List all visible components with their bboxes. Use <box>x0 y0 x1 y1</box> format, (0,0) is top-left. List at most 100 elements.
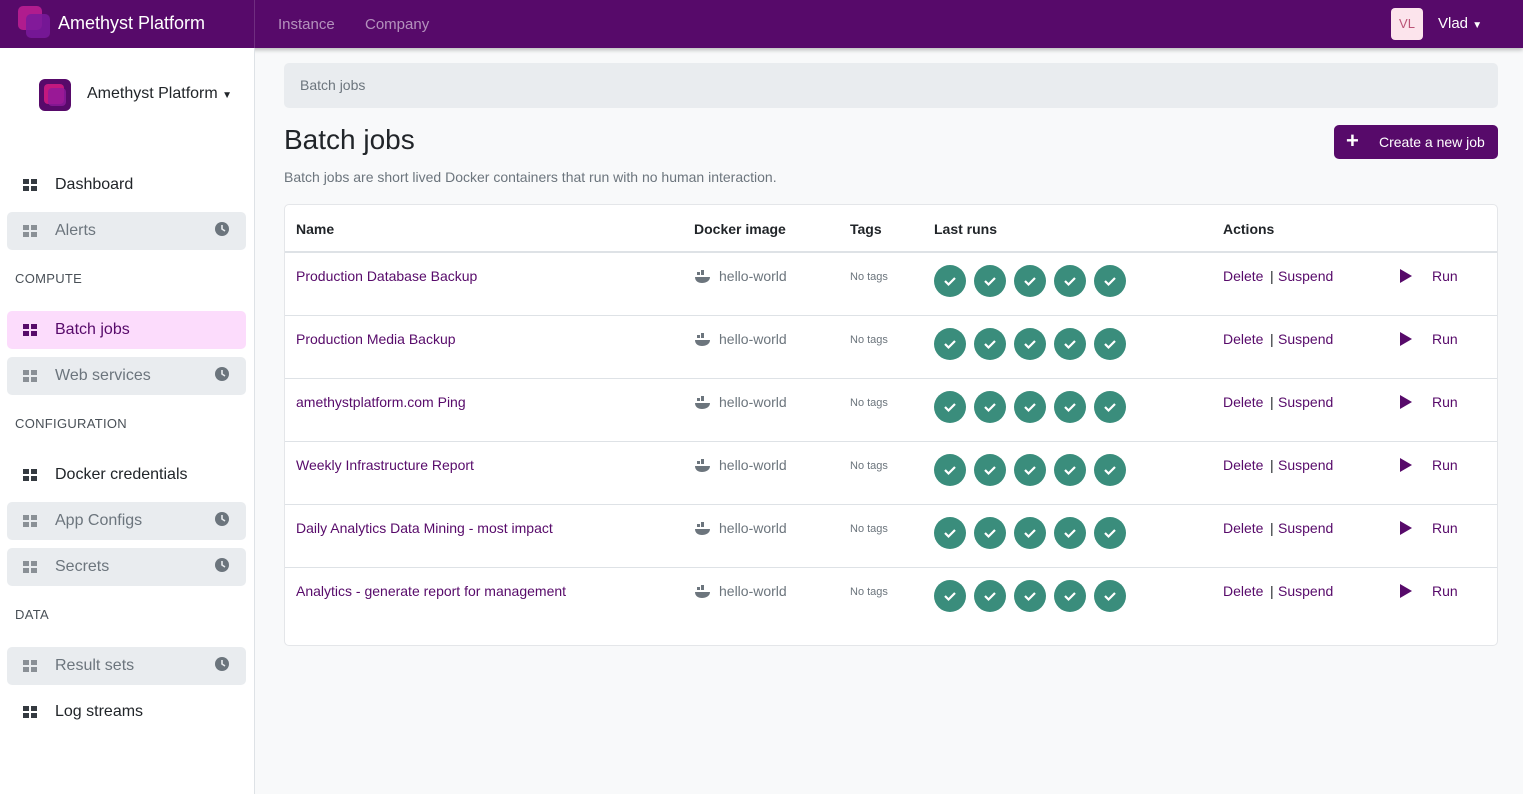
run-status <box>934 454 966 491</box>
table-row: Weekly Infrastructure Report hello-world N… <box>285 441 1497 504</box>
job-link[interactable]: Production Database Backup <box>296 268 478 284</box>
separator: | <box>1270 457 1274 473</box>
tags: No tags <box>850 397 888 409</box>
job-link[interactable]: Daily Analytics Data Mining - most impac… <box>296 520 553 536</box>
section-heading: COMPUTE <box>15 271 83 286</box>
navbar: Amethyst Platform Instance Company VL Vl… <box>0 0 1523 48</box>
separator: | <box>1270 268 1274 284</box>
separator: | <box>1270 394 1274 410</box>
table-row: Production Database Backup hello-world No … <box>285 252 1497 315</box>
run-link[interactable]: Run <box>1432 583 1458 599</box>
delete-link[interactable]: Delete <box>1223 520 1264 536</box>
run-status <box>1054 454 1086 491</box>
run-status <box>974 454 1006 491</box>
run-status <box>1054 580 1086 617</box>
org-switcher[interactable]: Amethyst Platform ▼ <box>87 85 233 102</box>
run-status <box>1094 454 1126 491</box>
column-header: Tags <box>850 221 882 237</box>
suspend-link[interactable]: Suspend <box>1278 583 1334 599</box>
nav-item[interactable]: Batch jobs <box>7 311 246 349</box>
docker-image: hello-world <box>719 520 787 536</box>
delete-link[interactable]: Delete <box>1223 268 1264 284</box>
run-status <box>1094 265 1126 302</box>
run-link[interactable]: Run <box>1432 331 1458 347</box>
row-divider <box>285 567 1497 568</box>
job-link[interactable]: Production Media Backup <box>296 331 456 347</box>
row-divider <box>285 378 1497 379</box>
org-name: Amethyst Platform <box>87 85 218 102</box>
nav-label: App Configs <box>55 512 143 529</box>
user-menu[interactable]: Vlad ▼ <box>1438 15 1483 32</box>
tags: No tags <box>850 271 888 283</box>
create-button[interactable]: + Create a new job <box>1334 125 1498 159</box>
delete-link[interactable]: Delete <box>1223 583 1264 599</box>
divider <box>254 0 255 48</box>
org-logo <box>39 79 71 111</box>
suspend-link[interactable]: Suspend <box>1278 331 1334 347</box>
job-link[interactable]: Weekly Infrastructure Report <box>296 457 474 473</box>
icon <box>214 557 230 578</box>
icon <box>22 559 38 580</box>
run-status <box>934 517 966 554</box>
run-status <box>1014 580 1046 617</box>
run-status <box>1054 328 1086 365</box>
nav-label: Docker credentials <box>55 466 188 483</box>
delete-link[interactable]: Delete <box>1223 457 1264 473</box>
icon <box>22 467 38 488</box>
nav-item[interactable]: Docker credentials <box>7 456 246 494</box>
row-divider <box>285 441 1497 442</box>
sidebar: Amethyst Platform ▼ Dashboard Alerts COMPU… <box>0 48 255 794</box>
plus-icon: + <box>1346 128 1359 153</box>
brand[interactable]: Amethyst Platform <box>58 13 206 33</box>
section-heading: DATA <box>15 607 49 622</box>
row-divider <box>285 315 1497 316</box>
play-icon <box>1400 269 1412 288</box>
docker-icon <box>694 521 712 541</box>
run-link[interactable]: Run <box>1432 457 1458 473</box>
table-row: amethystplatform.com Ping hello-world No t… <box>285 378 1497 441</box>
docker-icon <box>694 458 712 478</box>
icon <box>22 513 38 534</box>
button-label: Create a new job <box>1379 134 1485 150</box>
nav-link[interactable]: Instance <box>278 16 335 33</box>
separator: | <box>1270 583 1274 599</box>
docker-image: hello-world <box>719 331 787 347</box>
nav-item: Result sets <box>7 647 246 685</box>
suspend-link[interactable]: Suspend <box>1278 457 1334 473</box>
avatar[interactable]: VL <box>1391 8 1423 40</box>
page-description: Batch jobs are short lived Docker contai… <box>284 169 777 185</box>
nav-item: Secrets <box>7 548 246 586</box>
docker-image: hello-world <box>719 268 787 284</box>
jobs-table: Name Docker image Tags Last runs Actions Prod… <box>284 204 1498 646</box>
run-link[interactable]: Run <box>1432 520 1458 536</box>
suspend-link[interactable]: Suspend <box>1278 268 1334 284</box>
nav-item: Alerts <box>7 212 246 250</box>
run-status <box>1094 391 1126 428</box>
run-status <box>1094 580 1126 617</box>
suspend-link[interactable]: Suspend <box>1278 394 1334 410</box>
tags: No tags <box>850 586 888 598</box>
icon <box>22 322 38 343</box>
icon <box>214 366 230 387</box>
nav-link[interactable]: Company <box>365 16 430 33</box>
delete-link[interactable]: Delete <box>1223 331 1264 347</box>
tags: No tags <box>850 460 888 472</box>
run-status <box>974 580 1006 617</box>
nav-label: Log streams <box>55 703 144 720</box>
icon <box>22 368 38 389</box>
delete-link[interactable]: Delete <box>1223 394 1264 410</box>
nav-label: Alerts <box>55 222 96 239</box>
user-name: Vlad <box>1438 15 1469 32</box>
job-link[interactable]: amethystplatform.com Ping <box>296 394 466 410</box>
run-status <box>1094 517 1126 554</box>
job-link[interactable]: Analytics - generate report for manageme… <box>296 583 567 599</box>
suspend-link[interactable]: Suspend <box>1278 520 1334 536</box>
run-link[interactable]: Run <box>1432 394 1458 410</box>
nav-item[interactable]: Log streams <box>7 693 246 731</box>
docker-icon <box>694 584 712 604</box>
column-header: Actions <box>1223 221 1275 237</box>
run-status <box>1054 391 1086 428</box>
run-status <box>1014 454 1046 491</box>
nav-item[interactable]: Dashboard <box>7 166 246 204</box>
run-link[interactable]: Run <box>1432 268 1458 284</box>
